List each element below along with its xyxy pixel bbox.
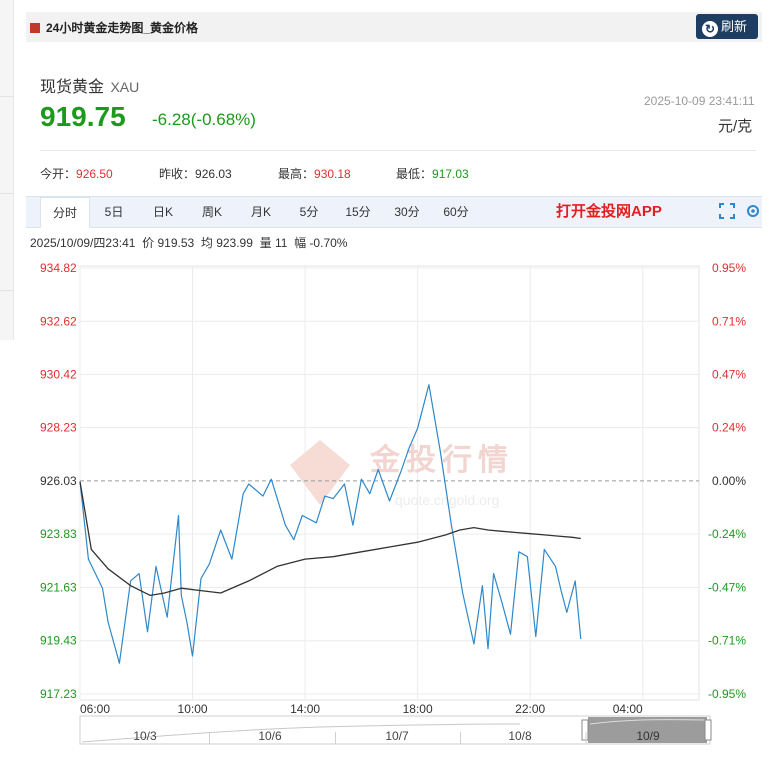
pct-tick-label: -0.47% bbox=[708, 580, 746, 594]
y-tick-label: 923.83 bbox=[40, 527, 77, 541]
pct-tick-label: -0.95% bbox=[708, 687, 746, 701]
pct-tick-label: 0.47% bbox=[712, 368, 746, 382]
x-tick-label: 22:00 bbox=[515, 702, 545, 716]
navigator-selection-sparkline bbox=[589, 719, 706, 725]
info-price: 919.53 bbox=[157, 236, 195, 250]
navigator-date-label: 10/7 bbox=[385, 729, 409, 743]
tab-60min[interactable]: 60分 bbox=[443, 205, 469, 219]
stat-high-value: 930.18 bbox=[314, 167, 351, 181]
price-unit: 元/克 bbox=[718, 118, 753, 135]
pct-tick-label: -0.71% bbox=[708, 634, 746, 648]
pct-tick-label: 0.00% bbox=[712, 474, 746, 488]
stat-low: 最低：917.03 bbox=[396, 165, 469, 182]
info-avg-label: 均 bbox=[200, 236, 213, 250]
navigator-date-label: 10/8 bbox=[508, 729, 532, 743]
navigator-left-handle[interactable] bbox=[581, 719, 589, 741]
refresh-label: 刷新 bbox=[721, 19, 748, 34]
x-tick-label: 10:00 bbox=[178, 702, 208, 716]
pct-tick-label: 0.71% bbox=[712, 314, 746, 328]
watermark-logo-icon bbox=[290, 440, 350, 505]
current-price: 919.75 bbox=[40, 101, 126, 132]
stat-high-label: 最高： bbox=[278, 167, 315, 181]
info-amp: -0.70% bbox=[309, 236, 348, 250]
navigator-right-handle[interactable] bbox=[704, 719, 712, 741]
period-tabbar: 分时 5日 日K 周K 月K 5分 15分 30分 60分 bbox=[26, 196, 762, 228]
page-title-text: 24小时黄金走势图_黄金价格 bbox=[46, 21, 199, 35]
tab-monthly-k[interactable]: 月K bbox=[250, 205, 271, 219]
left-sidebar-strip bbox=[0, 0, 14, 340]
stat-open-label: 今开： bbox=[40, 167, 77, 181]
tab-5min[interactable]: 5分 bbox=[299, 205, 319, 219]
navigator-sparkline bbox=[81, 723, 521, 743]
tab-weekly-k[interactable]: 周K bbox=[201, 205, 222, 219]
info-vol-label: 量 bbox=[259, 236, 272, 250]
stat-open-value: 926.50 bbox=[76, 167, 113, 181]
y-tick-label: 930.42 bbox=[40, 368, 77, 382]
navigator-selection[interactable] bbox=[588, 717, 707, 743]
instrument-name-text: 现货黄金 bbox=[40, 79, 105, 96]
avg-price-series-line bbox=[79, 481, 581, 597]
header-bar bbox=[26, 12, 762, 42]
refresh-icon: ↻ bbox=[702, 21, 718, 37]
stat-prev-close-value: 926.03 bbox=[195, 167, 232, 181]
tab-intraday[interactable]: 分时 bbox=[40, 197, 90, 228]
navigator-date-label: 10/6 bbox=[258, 729, 282, 743]
tab-5day[interactable]: 5日 bbox=[104, 205, 124, 219]
pct-tick-label: 0.95% bbox=[712, 261, 746, 275]
tab-daily-k[interactable]: 日K bbox=[152, 205, 173, 219]
navigator-date-label: 10/9 bbox=[636, 729, 660, 743]
x-tick-label: 06:00 bbox=[80, 702, 110, 716]
tab-15min[interactable]: 15分 bbox=[345, 205, 371, 219]
x-tick-label: 18:00 bbox=[403, 702, 433, 716]
open-app-link[interactable]: 打开金投网APP bbox=[556, 203, 662, 220]
page-title: 24小时黄金走势图_黄金价格 bbox=[30, 19, 198, 36]
info-price-label: 价 bbox=[142, 236, 155, 250]
y-tick-label: 917.23 bbox=[40, 687, 77, 701]
settings-icon[interactable] bbox=[744, 202, 762, 220]
info-vol: 11 bbox=[274, 236, 288, 250]
info-datetime: 2025/10/09/四23:41 bbox=[30, 236, 136, 250]
stat-prev-close: 昨收：926.03 bbox=[159, 165, 232, 182]
watermark-brand: 金投行情 bbox=[369, 443, 514, 477]
y-tick-label: 934.82 bbox=[40, 261, 77, 275]
refresh-button[interactable]: ↻ 刷新 bbox=[696, 14, 758, 39]
plot-area bbox=[79, 265, 700, 701]
instrument-code: XAU bbox=[110, 79, 140, 95]
y-tick-label: 928.23 bbox=[40, 421, 77, 435]
pct-tick-label: 0.24% bbox=[712, 421, 746, 435]
y-tick-label: 926.03 bbox=[40, 474, 77, 488]
tab-30min[interactable]: 30分 bbox=[394, 205, 420, 219]
y-tick-label: 919.43 bbox=[40, 634, 77, 648]
stat-low-value: 917.03 bbox=[432, 167, 469, 181]
title-marker-icon bbox=[30, 23, 40, 33]
price-series-line bbox=[79, 384, 582, 664]
cursor-info-line: 2025/10/09/四23:41 价 919.53 均 923.99 量 11… bbox=[30, 234, 347, 251]
price-change: -6.28(-0.68%) bbox=[152, 110, 256, 129]
fullscreen-icon[interactable] bbox=[718, 202, 736, 220]
y-tick-label: 921.63 bbox=[40, 580, 77, 594]
info-amp-label: 幅 bbox=[294, 236, 307, 250]
x-tick-label: 04:00 bbox=[613, 702, 643, 716]
stat-high: 最高：930.18 bbox=[278, 165, 351, 182]
stat-prev-close-label: 昨收： bbox=[159, 167, 196, 181]
x-tick-label: 14:00 bbox=[290, 702, 320, 716]
navigator-date-label: 10/3 bbox=[133, 729, 157, 743]
y-tick-label: 932.62 bbox=[40, 314, 77, 328]
info-avg: 923.99 bbox=[216, 236, 253, 250]
stat-low-label: 最低： bbox=[396, 167, 433, 181]
divider bbox=[40, 150, 756, 151]
instrument-name: 现货黄金 XAU bbox=[40, 73, 139, 97]
pct-tick-label: -0.24% bbox=[708, 527, 746, 541]
stat-open: 今开：926.50 bbox=[40, 165, 113, 182]
quote-time: 2025-10-09 23:41:11 bbox=[644, 94, 755, 108]
